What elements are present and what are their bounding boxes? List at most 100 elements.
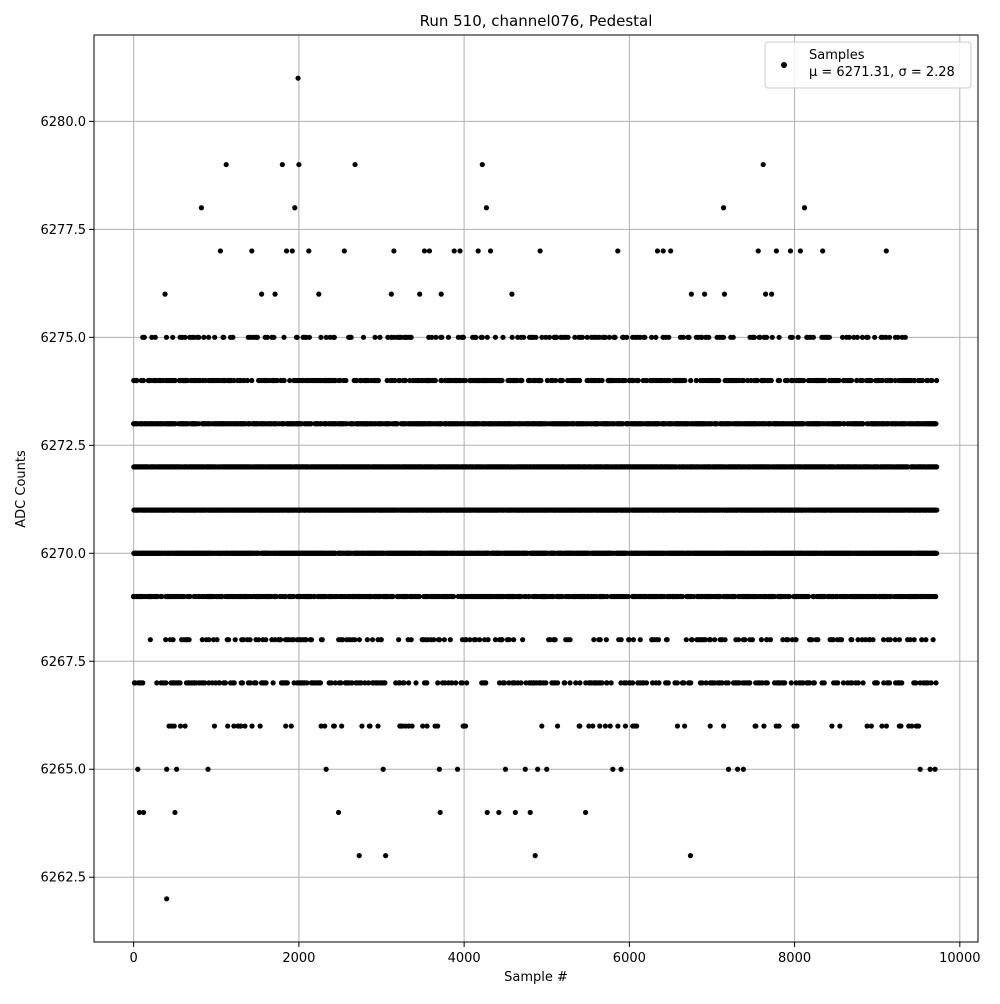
data-point bbox=[140, 680, 145, 685]
data-point bbox=[285, 680, 290, 685]
data-point bbox=[196, 335, 201, 340]
data-point bbox=[212, 335, 217, 340]
data-point bbox=[612, 335, 617, 340]
data-point bbox=[702, 292, 707, 297]
data-point bbox=[307, 335, 312, 340]
data-point bbox=[247, 637, 252, 642]
data-point bbox=[722, 292, 727, 297]
data-point bbox=[446, 335, 451, 340]
data-point bbox=[424, 680, 429, 685]
data-point bbox=[271, 335, 276, 340]
data-point bbox=[666, 335, 671, 340]
data-point bbox=[206, 637, 211, 642]
data-point bbox=[801, 378, 806, 383]
data-point bbox=[500, 335, 505, 340]
data-point bbox=[477, 637, 482, 642]
data-point bbox=[493, 335, 498, 340]
data-point bbox=[636, 378, 641, 383]
data-point bbox=[352, 637, 357, 642]
data-point bbox=[770, 335, 775, 340]
data-point bbox=[686, 335, 691, 340]
data-point bbox=[869, 378, 874, 383]
data-point bbox=[480, 335, 485, 340]
data-point bbox=[769, 378, 774, 383]
data-point bbox=[338, 680, 343, 685]
data-point bbox=[521, 335, 526, 340]
data-point bbox=[577, 378, 582, 383]
data-point bbox=[413, 680, 418, 685]
data-point bbox=[533, 335, 538, 340]
data-point bbox=[847, 335, 852, 340]
data-point bbox=[442, 637, 447, 642]
data-point bbox=[721, 335, 726, 340]
data-point bbox=[933, 594, 938, 599]
data-point bbox=[357, 637, 362, 642]
data-point bbox=[281, 335, 286, 340]
data-point bbox=[370, 637, 375, 642]
data-point bbox=[580, 335, 585, 340]
data-point bbox=[769, 292, 774, 297]
data-point bbox=[888, 637, 893, 642]
data-point bbox=[263, 637, 268, 642]
data-point bbox=[519, 378, 524, 383]
data-point bbox=[309, 637, 314, 642]
data-point bbox=[439, 292, 444, 297]
data-point bbox=[170, 335, 175, 340]
data-point bbox=[278, 637, 283, 642]
data-point bbox=[849, 378, 854, 383]
data-point bbox=[607, 335, 612, 340]
data-point bbox=[153, 335, 158, 340]
data-point bbox=[134, 378, 139, 383]
data-point bbox=[141, 378, 146, 383]
data-point bbox=[249, 378, 254, 383]
data-point bbox=[547, 335, 552, 340]
data-point bbox=[553, 378, 558, 383]
data-point bbox=[376, 378, 381, 383]
data-point bbox=[485, 637, 490, 642]
data-point bbox=[461, 335, 466, 340]
data-point bbox=[759, 637, 764, 642]
data-point bbox=[453, 680, 458, 685]
data-point bbox=[849, 637, 854, 642]
data-point bbox=[793, 637, 798, 642]
data-point bbox=[934, 507, 939, 512]
data-point bbox=[417, 292, 422, 297]
data-point bbox=[777, 378, 782, 383]
data-point bbox=[435, 680, 440, 685]
data-point bbox=[320, 637, 325, 642]
data-point bbox=[543, 680, 548, 685]
data-point bbox=[870, 637, 875, 642]
data-point bbox=[565, 335, 570, 340]
data-point bbox=[577, 680, 582, 685]
data-point bbox=[485, 335, 490, 340]
data-point bbox=[483, 680, 488, 685]
data-point bbox=[903, 335, 908, 340]
data-point bbox=[689, 292, 694, 297]
data-point bbox=[736, 637, 741, 642]
data-point bbox=[163, 637, 168, 642]
data-point bbox=[437, 637, 442, 642]
data-point bbox=[855, 335, 860, 340]
data-point bbox=[750, 637, 755, 642]
data-point bbox=[349, 335, 354, 340]
data-point bbox=[417, 594, 422, 599]
data-point bbox=[568, 680, 573, 685]
data-point bbox=[768, 637, 773, 642]
data-point bbox=[929, 378, 934, 383]
data-point bbox=[806, 594, 811, 599]
data-point bbox=[665, 637, 670, 642]
data-point bbox=[271, 680, 276, 685]
data-point bbox=[538, 378, 543, 383]
data-point bbox=[233, 637, 238, 642]
data-point bbox=[318, 680, 323, 685]
data-point bbox=[282, 378, 287, 383]
data-point bbox=[230, 335, 235, 340]
data-point bbox=[599, 378, 604, 383]
data-point bbox=[396, 637, 401, 642]
data-point bbox=[682, 378, 687, 383]
data-point bbox=[934, 551, 939, 556]
data-point bbox=[162, 292, 167, 297]
